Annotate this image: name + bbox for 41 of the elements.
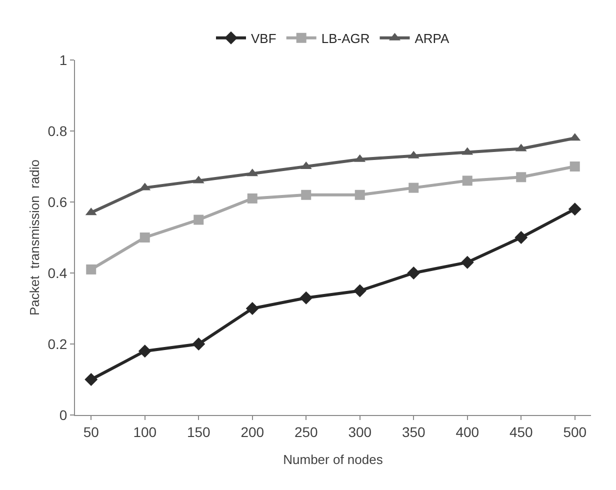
legend-label: VBF (251, 30, 276, 46)
point (407, 266, 420, 280)
point (140, 232, 150, 242)
y-axis-title: Packet transmission radio (27, 159, 42, 316)
x-tick-label: 250 (294, 424, 318, 440)
x-tick-label: 200 (240, 424, 264, 440)
y-tick-label: 0 (59, 406, 68, 423)
point (300, 291, 313, 304)
y-tick-label: 0.4 (48, 264, 68, 281)
y-tick-label: 0.6 (48, 194, 68, 210)
point (194, 214, 204, 225)
y-tick-label: 1 (59, 52, 68, 68)
point (86, 264, 96, 274)
point (247, 193, 258, 204)
point (138, 344, 152, 358)
point (462, 176, 472, 186)
point (353, 284, 366, 298)
point (514, 231, 528, 244)
legend-label: ARPA (414, 30, 450, 46)
x-tick-label: 50 (83, 424, 100, 440)
x-tick-label: 100 (133, 424, 157, 440)
x-tick-label: 500 (563, 424, 587, 440)
point (246, 302, 259, 315)
y-tick-label: 0.2 (48, 336, 68, 352)
x-tick-label: 450 (509, 424, 534, 440)
y-tick-label: 0.8 (48, 122, 68, 139)
x-tick-label: 300 (348, 424, 372, 440)
point (301, 190, 312, 200)
point (516, 172, 526, 182)
x-axis-title: Number of nodes (283, 452, 384, 467)
point (408, 182, 419, 193)
point (84, 373, 98, 386)
x-tick-label: 150 (186, 424, 211, 440)
x-tick-label: 400 (456, 424, 480, 440)
point (192, 338, 206, 350)
legend-label: LB-AGR (321, 30, 370, 46)
point (354, 190, 365, 200)
x-tick-label: 350 (402, 424, 426, 440)
point (570, 162, 580, 172)
point (568, 202, 582, 216)
point (460, 256, 474, 269)
